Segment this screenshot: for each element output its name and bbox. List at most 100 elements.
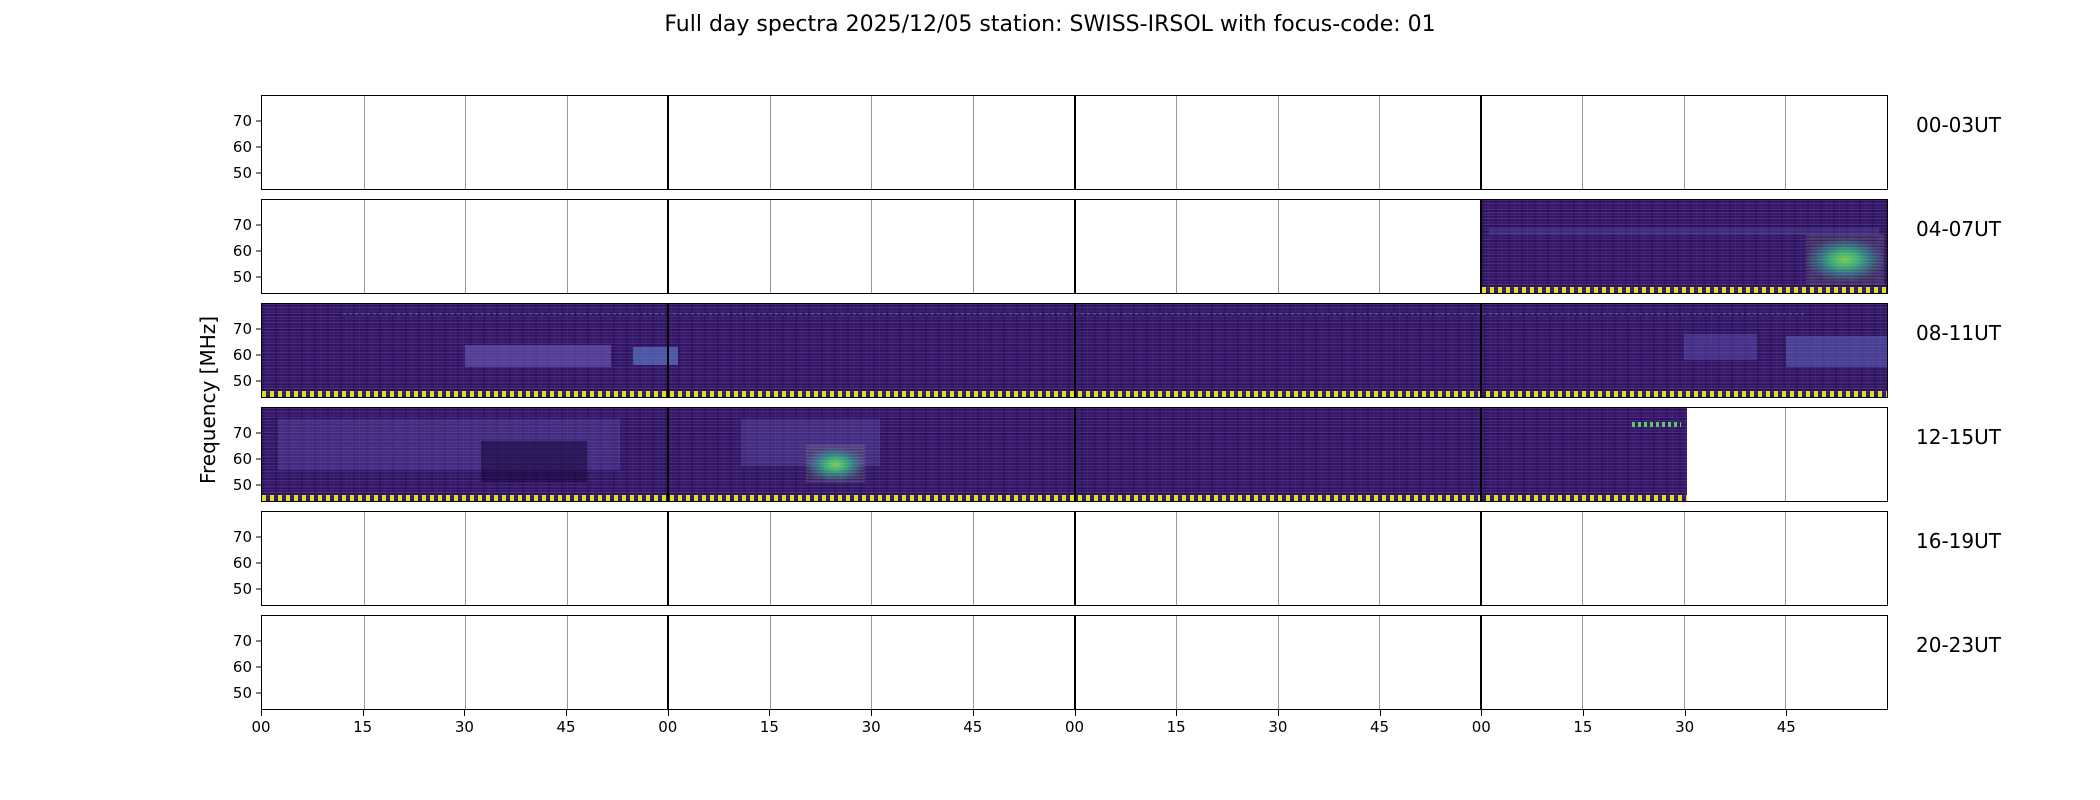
ytick-label: 50: [232, 684, 252, 703]
ytick-label: 60: [232, 138, 252, 157]
row-label: 20-23UT: [1916, 633, 2001, 657]
hour-boundary-line: [667, 408, 670, 501]
quarter-hour-gridline: [1379, 96, 1381, 189]
ytick-mark: [256, 692, 262, 694]
ytick-mark: [256, 640, 262, 642]
feature-dots: [1631, 421, 1681, 427]
quarter-hour-gridline: [769, 200, 771, 293]
hour-boundary-line: [667, 200, 670, 293]
ytick-mark: [256, 250, 262, 252]
quarter-hour-gridline: [1582, 616, 1584, 709]
panel-plot-area: [262, 512, 1887, 605]
quarter-hour-gridline: [1785, 96, 1787, 189]
spectrogram-row-00-03UT: 70 60 50 00-03UT: [233, 95, 2001, 190]
ytick-label: 70: [232, 320, 252, 339]
xtick-label: 45: [1776, 718, 1796, 736]
xtick-label: 30: [1675, 718, 1695, 736]
quarter-hour-gridline: [1785, 408, 1787, 501]
ytick-label: 50: [232, 476, 252, 495]
hour-boundary-line: [1073, 616, 1076, 709]
ytick-mark: [256, 666, 262, 668]
hour-boundary-line: [1479, 616, 1482, 709]
quarter-hour-gridline: [566, 200, 568, 293]
ytick-label: 60: [232, 450, 252, 469]
quarter-hour-gridline: [1176, 512, 1178, 605]
marker-strip: [1482, 287, 1887, 293]
quarter-hour-gridline: [363, 200, 365, 293]
xtick-label: 00: [251, 718, 271, 736]
hour-boundary-line: [1479, 512, 1482, 605]
hour-boundary-line: [1073, 200, 1076, 293]
quarter-hour-gridline: [871, 96, 873, 189]
ytick-mark: [256, 120, 262, 122]
xtick-label: 15: [1573, 718, 1593, 736]
quarter-hour-gridline: [566, 616, 568, 709]
ytick-label: 70: [232, 424, 252, 443]
hour-boundary-line: [667, 512, 670, 605]
xtick-label: 00: [1471, 718, 1491, 736]
hour-boundary-line: [667, 304, 670, 397]
quarter-hour-gridline: [972, 200, 974, 293]
panel-04-07UT: 70 60 50: [233, 199, 1888, 294]
quarter-hour-gridline: [465, 96, 467, 189]
xtick-mark: [769, 710, 771, 716]
feature-blob: [806, 445, 865, 485]
xtick-mark: [566, 710, 568, 716]
xtick-mark: [1582, 710, 1584, 716]
xtick-mark: [1277, 710, 1279, 716]
quarter-hour-gridline: [871, 512, 873, 605]
ytick-mark: [256, 276, 262, 278]
ytick-label: 50: [232, 372, 252, 391]
quarter-hour-gridline: [1176, 200, 1178, 293]
quarter-hour-gridline: [871, 200, 873, 293]
hour-boundary-line: [1073, 512, 1076, 605]
quarter-hour-gridline: [871, 616, 873, 709]
panel-plot-area: [262, 96, 1887, 189]
spectrogram-row-08-11UT: 70 60 50 08-11UT: [233, 303, 2001, 398]
quarter-hour-gridline: [1176, 616, 1178, 709]
panel-00-03UT: 70 60 50: [233, 95, 1888, 190]
quarter-hour-gridline: [1683, 512, 1685, 605]
quarter-hour-gridline: [1277, 96, 1279, 189]
ytick-mark: [256, 562, 262, 564]
xtick-mark: [1379, 710, 1381, 716]
quarter-hour-gridline: [1277, 512, 1279, 605]
hour-boundary-line: [1479, 408, 1482, 501]
xtick-mark: [261, 710, 262, 716]
feature-dark: [481, 440, 587, 483]
spectrogram-row-04-07UT: 70 60 50 04-07UT: [233, 199, 2001, 294]
xtick-mark: [1481, 710, 1483, 716]
xtick-label: 30: [454, 718, 474, 736]
ytick-label: 60: [232, 658, 252, 677]
quarter-hour-gridline: [363, 96, 365, 189]
panel-plot-area: [262, 304, 1887, 397]
ytick-mark: [256, 146, 262, 148]
xtick-mark: [1684, 710, 1686, 716]
ytick-label: 50: [232, 580, 252, 599]
xtick-label: 00: [658, 718, 678, 736]
quarter-hour-gridline: [1379, 200, 1381, 293]
marker-strip: [262, 495, 1688, 501]
ytick-mark: [256, 458, 262, 460]
xtick-label: 45: [1370, 718, 1390, 736]
hour-boundary-line: [1479, 96, 1482, 189]
quarter-hour-gridline: [1582, 96, 1584, 189]
quarter-hour-gridline: [1277, 200, 1279, 293]
row-label: 04-07UT: [1916, 217, 2001, 241]
hour-boundary-line: [1073, 96, 1076, 189]
hour-boundary-line: [1479, 304, 1482, 397]
quarter-hour-gridline: [566, 512, 568, 605]
spectrogram-row-12-15UT: 70 60 50 12-15UT: [233, 407, 2001, 502]
feature-band: [1683, 333, 1757, 360]
spectrogram-row-16-19UT: 70 60 50 16-19UT: [233, 511, 2001, 606]
quarter-hour-gridline: [1379, 512, 1381, 605]
quarter-hour-gridline: [769, 512, 771, 605]
xtick-label: 15: [759, 718, 779, 736]
ytick-mark: [256, 484, 262, 486]
ytick-label: 70: [232, 112, 252, 131]
quarter-hour-gridline: [1277, 616, 1279, 709]
xtick-mark: [667, 710, 669, 716]
quarter-hour-gridline: [1785, 512, 1787, 605]
panel-12-15UT: 70 60 50: [233, 407, 1888, 502]
spectrogram-data: [1482, 200, 1887, 293]
